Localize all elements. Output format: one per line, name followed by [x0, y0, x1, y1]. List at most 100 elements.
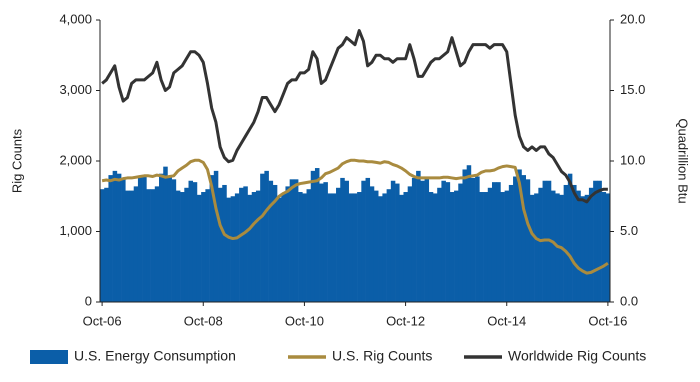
y-tick-label: 1,000	[59, 223, 92, 238]
bar	[319, 183, 324, 302]
bar	[281, 193, 286, 302]
y-tick-label: 2,000	[59, 152, 92, 167]
bar	[407, 186, 413, 302]
bar	[310, 170, 316, 302]
bar	[302, 193, 307, 302]
bar	[205, 189, 210, 302]
line	[101, 29, 608, 204]
bar	[424, 176, 430, 302]
bar	[382, 193, 387, 302]
line	[101, 158, 609, 275]
bar	[458, 183, 463, 302]
bar	[441, 180, 446, 302]
bar	[188, 180, 194, 302]
bar	[550, 190, 556, 302]
bar	[563, 184, 569, 302]
bar	[121, 179, 126, 302]
bar	[445, 182, 451, 302]
bar	[298, 192, 303, 302]
bar	[154, 186, 160, 302]
y2-tick-label: 10.0	[620, 152, 645, 167]
legend-label: U.S. Rig Counts	[332, 348, 432, 364]
bar	[336, 187, 341, 302]
y2-tick-label: 5.0	[620, 223, 638, 238]
bar	[475, 176, 480, 302]
bar	[137, 176, 143, 302]
bar	[264, 170, 269, 302]
y2-axis-title: Quadrillion Btu	[676, 118, 691, 203]
bar	[390, 180, 396, 302]
bar	[395, 183, 400, 302]
bar	[108, 175, 113, 302]
bar	[462, 169, 467, 302]
legend-swatch	[30, 350, 68, 364]
bar	[487, 187, 493, 302]
bar	[184, 187, 189, 302]
bar	[572, 184, 577, 302]
bar	[323, 182, 328, 302]
bar	[378, 196, 383, 302]
bar	[449, 192, 455, 302]
bar	[277, 197, 282, 302]
bar	[201, 192, 206, 302]
bar	[352, 193, 358, 302]
x-tick-label: Oct-12	[386, 313, 425, 328]
bar	[340, 177, 345, 302]
legend: U.S. Energy Consumption U.S. Rig Counts Wo…	[30, 348, 646, 364]
y2-tick-label: 15.0	[620, 82, 645, 97]
bar	[361, 180, 366, 302]
bar	[167, 176, 172, 302]
bar	[513, 176, 518, 302]
bar	[268, 180, 274, 302]
bar	[529, 194, 535, 302]
bar	[272, 184, 278, 302]
legend-label: Worldwide Rig Counts	[508, 348, 646, 364]
bar	[260, 173, 265, 302]
bar	[226, 197, 231, 302]
bar	[306, 189, 312, 302]
bar	[588, 187, 594, 302]
bar	[125, 190, 130, 302]
bar	[369, 186, 375, 302]
bar	[175, 190, 181, 302]
bar	[386, 189, 392, 302]
bar	[454, 190, 459, 302]
bar	[129, 190, 135, 302]
bar	[597, 180, 602, 302]
bar	[517, 169, 522, 302]
bar	[411, 177, 417, 302]
bar	[180, 192, 185, 302]
bar	[491, 182, 497, 302]
bar	[159, 173, 164, 302]
bar	[428, 192, 434, 302]
bar	[239, 187, 244, 302]
bar	[576, 190, 581, 302]
bar	[100, 189, 105, 302]
bar	[251, 192, 257, 302]
bar	[580, 196, 586, 302]
y-tick-label: 3,000	[59, 82, 92, 97]
bar	[247, 194, 253, 302]
x-tick-label: Oct-14	[487, 313, 526, 328]
bar	[525, 179, 531, 302]
bar	[327, 193, 333, 302]
bar	[470, 177, 476, 302]
x-tick-label: Oct-16	[588, 313, 627, 328]
bar	[601, 192, 607, 302]
bar	[293, 179, 299, 302]
bar	[567, 173, 573, 302]
bar	[437, 187, 442, 302]
bar	[534, 193, 539, 302]
bar	[357, 192, 362, 302]
bar	[116, 173, 122, 302]
bar	[416, 170, 421, 302]
x-tick-label: Oct-10	[285, 313, 324, 328]
bar	[104, 187, 109, 302]
y2-tick-label: 20.0	[620, 11, 645, 26]
bar	[255, 190, 261, 302]
bar	[243, 186, 248, 302]
bar	[285, 186, 290, 302]
bar	[314, 168, 320, 302]
